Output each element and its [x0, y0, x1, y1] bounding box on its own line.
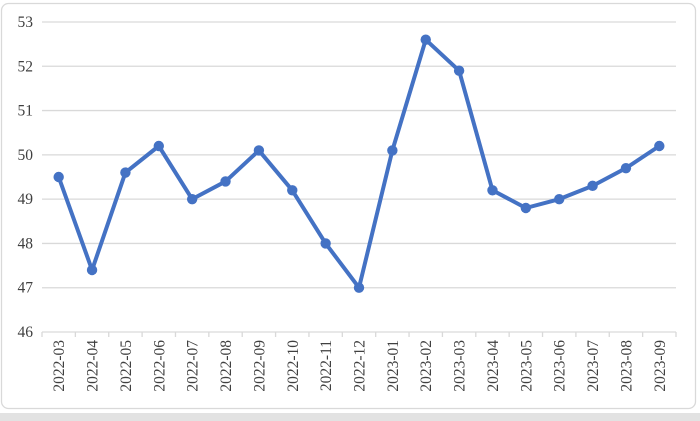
data-point-marker — [654, 140, 665, 152]
chart-border — [0, 2, 697, 410]
data-point-marker — [453, 65, 465, 76]
x-axis-tick-label: 2022-06 — [151, 340, 168, 392]
x-axis-tick-label: 2022-08 — [218, 340, 235, 392]
data-point-marker — [120, 167, 131, 178]
data-point-marker — [53, 171, 64, 183]
x-axis-tick-label: 2023-09 — [652, 340, 669, 392]
x-axis-tick-label: 2022-09 — [251, 340, 268, 392]
y-axis-tick-label: 46 — [18, 324, 34, 341]
data-point-marker — [186, 193, 198, 205]
x-axis-tick-label: 2023-03 — [452, 340, 469, 392]
x-axis-tick-label: 2022-07 — [185, 340, 202, 392]
x-axis-tick-label: 2023-05 — [518, 340, 535, 392]
data-point-marker — [153, 140, 164, 152]
y-axis-tick-label: 53 — [18, 14, 34, 31]
x-axis-tick-label: 2022-12 — [352, 340, 369, 392]
bottom-edge-strip — [0, 413, 700, 421]
data-point-marker — [587, 180, 598, 192]
x-axis-tick-label: 2023-06 — [552, 340, 569, 392]
data-point-marker — [320, 238, 331, 249]
data-point-marker — [353, 282, 365, 293]
y-axis-tick-label: 47 — [18, 280, 34, 297]
y-axis-tick-label: 49 — [18, 191, 34, 208]
y-axis-tick-label: 50 — [18, 147, 34, 164]
y-axis-tick-label: 51 — [18, 103, 34, 120]
x-axis-tick-label: 2023-08 — [618, 340, 635, 392]
x-axis-tick-label: 2022-10 — [285, 340, 302, 392]
y-axis-tick-label: 52 — [18, 58, 34, 75]
x-axis-tick-label: 2023-07 — [585, 340, 602, 392]
data-point-marker — [520, 202, 532, 214]
x-axis-tick-label: 2023-04 — [485, 340, 502, 392]
y-axis-tick-label: 48 — [18, 235, 34, 252]
data-point-marker — [420, 34, 431, 45]
data-point-marker — [554, 193, 565, 205]
x-axis-tick-label: 2022-04 — [85, 340, 102, 392]
data-point-marker — [620, 162, 632, 174]
data-point-marker — [487, 185, 498, 196]
x-axis-tick-label: 2023-02 — [418, 340, 435, 392]
data-point-marker — [253, 145, 265, 156]
data-point-marker — [387, 145, 398, 156]
data-point-marker — [220, 176, 231, 187]
data-point-marker — [86, 264, 98, 276]
x-axis-tick-label: 2022-03 — [51, 340, 68, 392]
x-axis-tick-label: 2022-05 — [118, 340, 135, 392]
x-axis-tick-label: 2022-11 — [318, 340, 335, 391]
data-point-marker — [287, 185, 298, 196]
x-axis-tick-label: 2023-01 — [385, 340, 402, 392]
